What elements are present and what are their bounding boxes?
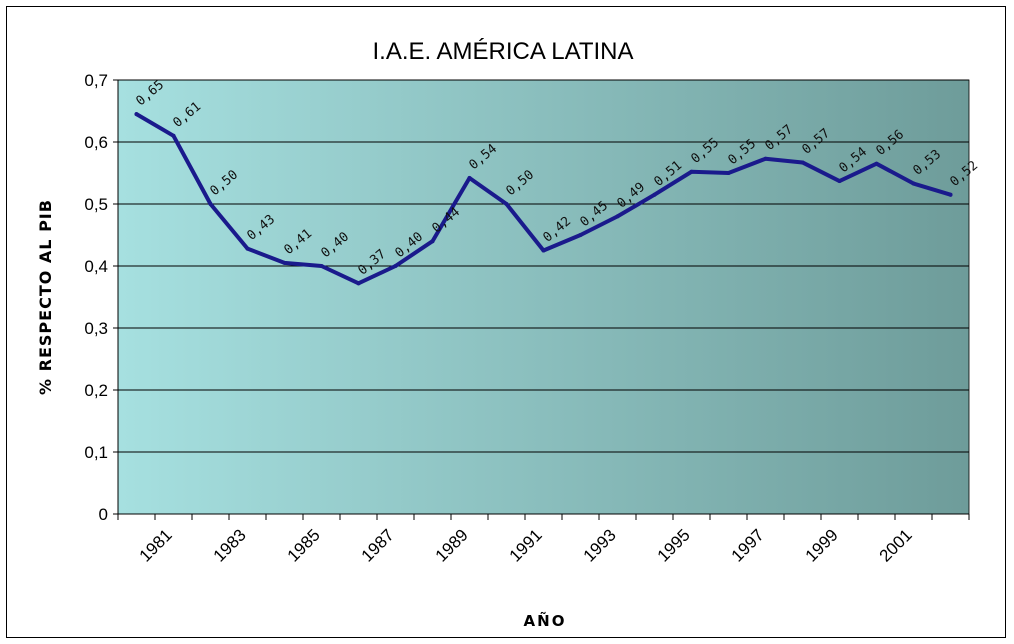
data-point: [652, 192, 657, 197]
y-tick-label: 0: [99, 505, 108, 524]
data-point: [356, 281, 361, 286]
data-point: [208, 202, 213, 206]
data-point: [689, 169, 694, 174]
data-point: [726, 171, 731, 175]
plot-area: [117, 79, 970, 515]
line-chart: I.A.E. AMÉRICA LATINA 0 0,1 0,2 0,3 0,4 0,5 0,…: [36, 38, 981, 630]
data-point: [578, 233, 583, 237]
data-point: [171, 133, 176, 138]
x-tick-label: 1997: [728, 525, 768, 565]
x-tick-labels: 1981 1983 1985 1987 1989 1991 1993 1995 1997 1999…: [136, 525, 916, 565]
data-point: [541, 248, 546, 253]
y-axis-label: % RESPECTO AL PIB: [36, 199, 55, 395]
x-tick-label: 1995: [654, 525, 694, 565]
x-tick-label: 2001: [876, 525, 916, 565]
data-point: [430, 239, 435, 244]
x-tick-label: 1981: [136, 525, 176, 565]
x-tick-label: 1985: [284, 525, 324, 565]
series-lines: [134, 112, 953, 286]
y-tick-label: 0,7: [84, 71, 108, 90]
x-tick-label: 1989: [432, 525, 472, 565]
chart-frame: I.A.E. AMÉRICA LATINA 0 0,1 0,2 0,3 0,4 0,5 0,…: [6, 6, 1006, 638]
data-point: [504, 202, 509, 206]
data-point: [874, 161, 879, 166]
gridlines: [118, 79, 969, 453]
x-tick-label: 1983: [210, 525, 250, 565]
data-point: [911, 181, 916, 186]
data-point: [282, 260, 287, 265]
data-point: [245, 246, 250, 251]
chart-title: I.A.E. AMÉRICA LATINA: [373, 38, 634, 65]
data-point: [467, 175, 472, 180]
y-tick-label: 0,3: [84, 319, 108, 338]
y-tick-label: 0,4: [84, 257, 108, 276]
data-point: [615, 214, 620, 219]
y-tick-label: 0,5: [84, 195, 108, 214]
data-point: [763, 156, 768, 161]
x-tick-label: 1993: [580, 525, 620, 565]
y-tick-labels: 0 0,1 0,2 0,3 0,4 0,5 0,6 0,7: [84, 71, 108, 524]
x-tick-label: 1999: [802, 525, 842, 565]
axes: [113, 79, 970, 520]
data-point: [134, 112, 139, 117]
data-point: [948, 192, 953, 197]
data-point: [800, 160, 805, 165]
y-tick-label: 0,2: [84, 381, 108, 400]
data-point: [837, 179, 842, 184]
data-point: [393, 264, 398, 268]
data-point: [319, 264, 324, 268]
y-tick-label: 0,1: [84, 443, 108, 462]
y-tick-label: 0,6: [84, 133, 108, 152]
x-axis-label: AÑO: [524, 611, 567, 630]
x-tick-label: 1987: [358, 525, 398, 565]
x-tick-label: 1991: [506, 525, 546, 565]
